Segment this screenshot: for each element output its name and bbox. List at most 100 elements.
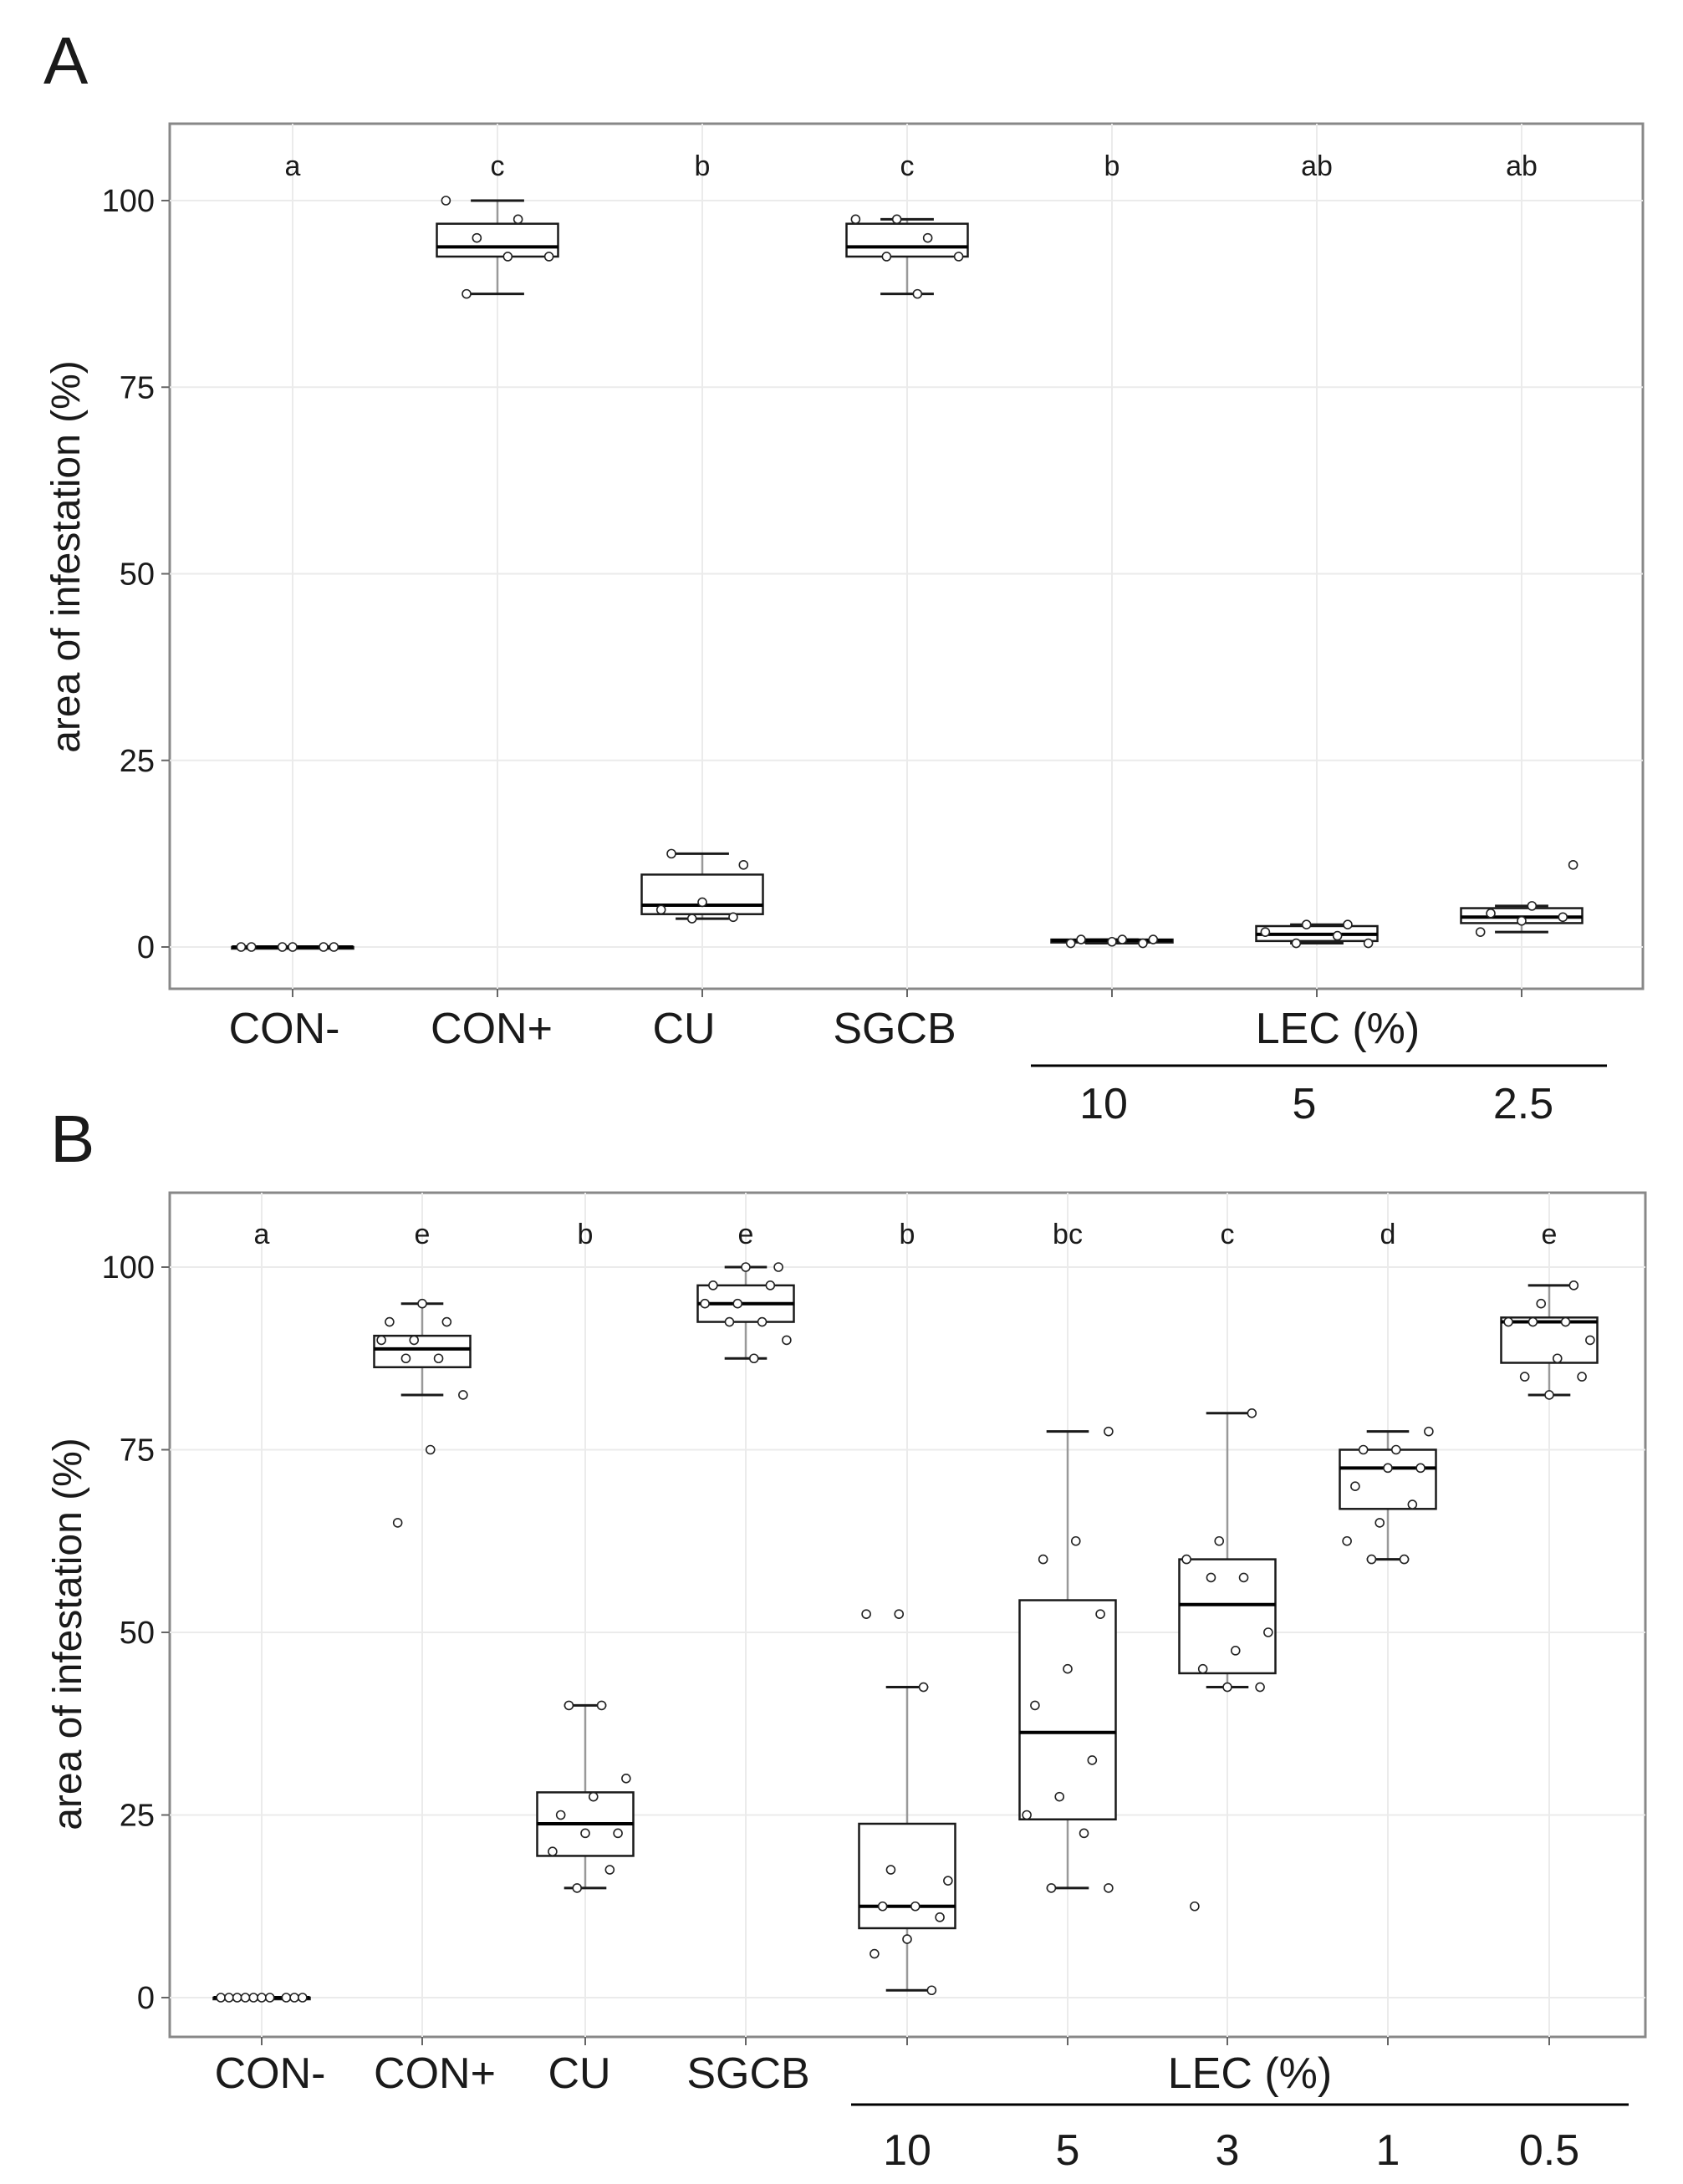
data-point	[319, 942, 329, 952]
data-point	[1415, 1463, 1425, 1474]
data-point	[1366, 1554, 1377, 1565]
data-point	[1363, 938, 1374, 949]
panel-b-box-con-	[373, 1298, 472, 1528]
data-point	[870, 1948, 880, 1959]
data-point	[1503, 1316, 1513, 1327]
data-point	[861, 1609, 871, 1619]
data-point	[580, 1828, 590, 1839]
data-point	[1022, 1810, 1032, 1820]
data-point	[1087, 1755, 1098, 1765]
panel-a-ytick-label-100: 100	[102, 184, 155, 219]
data-point	[912, 288, 923, 299]
data-point	[741, 1262, 751, 1272]
data-point	[621, 1774, 631, 1784]
panel-a-ytick-label-50: 50	[120, 557, 155, 593]
panel-b-box-lec-0-5	[1500, 1280, 1599, 1400]
data-point	[246, 942, 257, 952]
iqr-box	[1500, 1316, 1599, 1364]
data-point	[1079, 1828, 1089, 1839]
panel-a-box-lec-5	[1255, 919, 1379, 949]
data-point	[1104, 1883, 1114, 1893]
data-point	[1301, 919, 1312, 930]
data-point	[1383, 1463, 1393, 1474]
data-point	[902, 1934, 912, 1944]
data-point	[1107, 936, 1117, 947]
panel-b-significance-0: a	[254, 1219, 270, 1250]
data-point	[409, 1335, 420, 1346]
iqr-box	[1339, 1448, 1437, 1510]
data-point	[1358, 1444, 1369, 1455]
data-point	[548, 1846, 558, 1856]
data-point	[850, 214, 861, 225]
panel-a-ytick-label-0: 0	[137, 930, 155, 965]
data-point	[1190, 1901, 1200, 1912]
data-point	[708, 1280, 718, 1291]
panel-b-ytick-label-100: 100	[102, 1250, 155, 1285]
panel-b-group-member-label-0: 10	[883, 2126, 931, 2175]
data-point	[1076, 934, 1086, 944]
data-point	[1255, 1682, 1265, 1693]
panel-a-box-lec-10	[1050, 934, 1174, 949]
data-point	[329, 942, 339, 952]
panel-b-significance-7: d	[1380, 1219, 1396, 1250]
data-point	[1343, 919, 1353, 930]
data-point	[953, 252, 964, 262]
iqr-box	[858, 1822, 956, 1930]
iqr-box	[436, 222, 559, 258]
data-point	[417, 1298, 427, 1309]
panel-b-ytick-label-50: 50	[120, 1616, 155, 1651]
data-point	[277, 942, 288, 952]
data-point	[935, 1912, 945, 1922]
panel-a-category-label-3: SGCB	[833, 1005, 956, 1053]
panel-a-significance-5: ab	[1301, 150, 1333, 182]
data-point	[894, 1609, 905, 1619]
data-point	[433, 1353, 444, 1364]
panel-a-group-member-label-2: 2.5	[1493, 1080, 1553, 1128]
data-point	[1263, 1627, 1273, 1637]
data-point	[728, 912, 738, 923]
data-point	[248, 1993, 259, 2003]
data-point	[1332, 930, 1343, 941]
data-point	[288, 942, 298, 952]
panel-b-significance-2: b	[578, 1219, 594, 1250]
panel-a-letter: A	[43, 23, 89, 98]
data-point	[1517, 915, 1527, 926]
data-point	[757, 1316, 768, 1327]
panel-a-y-axis-label: area of infestation (%)	[44, 360, 89, 753]
data-point	[782, 1335, 792, 1346]
panel-b-y-axis-label: area of infestation (%)	[46, 1438, 90, 1830]
iqr-box	[1178, 1558, 1277, 1675]
data-point	[392, 1518, 403, 1528]
data-point	[1350, 1481, 1360, 1491]
data-point	[1206, 1572, 1216, 1583]
data-point	[1374, 1518, 1385, 1528]
data-point	[555, 1810, 566, 1820]
data-point	[885, 1865, 896, 1875]
data-point	[765, 1280, 776, 1291]
data-point	[910, 1901, 921, 1912]
data-point	[1568, 859, 1578, 870]
data-point	[700, 1298, 710, 1309]
data-point	[1585, 1335, 1595, 1346]
panel-a-significance-2: b	[695, 150, 711, 182]
data-point	[1407, 1499, 1418, 1509]
data-point	[1222, 1682, 1232, 1693]
data-point	[1197, 1663, 1208, 1674]
data-point	[216, 1993, 226, 2003]
panel-a-box-con-	[231, 942, 354, 952]
panel-b-box-con-	[212, 1993, 311, 2003]
data-point	[1038, 1554, 1048, 1565]
data-point	[1399, 1554, 1410, 1565]
panel-b: B 0 25 50 75 100 area of infestation (%) a e b e b b…	[46, 1102, 1647, 2175]
panel-a-significance-1: c	[491, 150, 505, 182]
data-point	[1238, 1572, 1249, 1583]
iqr-box	[373, 1334, 472, 1368]
panel-a-ytick-label-25: 25	[120, 744, 155, 779]
panel-a-significance-4: b	[1104, 150, 1120, 182]
data-point	[232, 1993, 242, 2003]
panel-b-category-label-1: CON+	[374, 2049, 496, 2098]
data-point	[564, 1700, 574, 1711]
data-point	[1054, 1791, 1065, 1802]
data-point	[891, 214, 902, 225]
